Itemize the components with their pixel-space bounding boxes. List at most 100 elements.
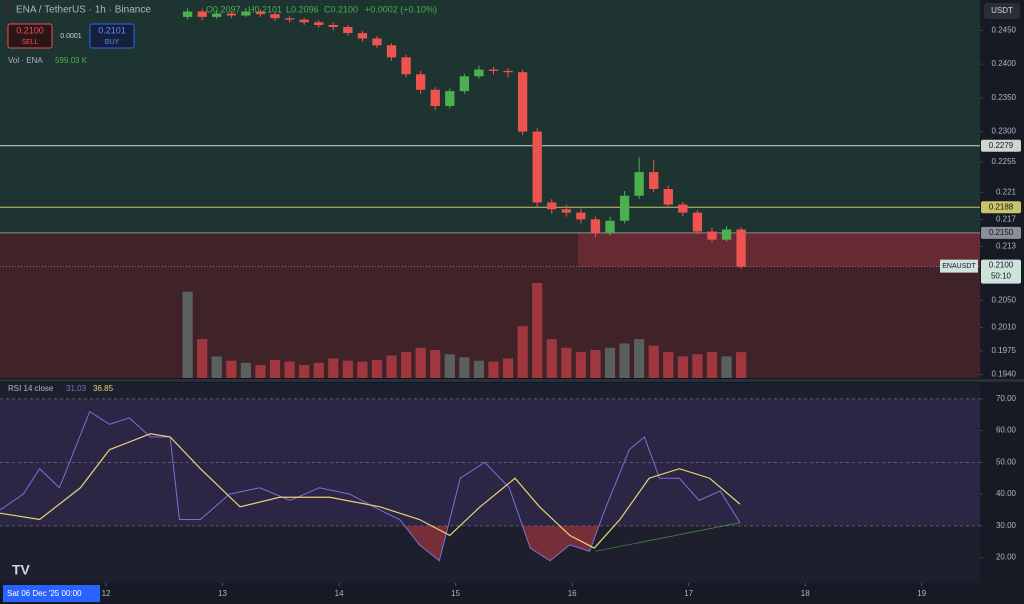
y-tick-label: 50.00 <box>996 457 1017 466</box>
candle-body <box>678 204 688 213</box>
candle-body <box>212 13 222 17</box>
buy-button[interactable] <box>89 23 135 49</box>
y-tick-label: 0.221 <box>996 187 1017 196</box>
volume-bar <box>269 359 281 378</box>
volume-bar <box>692 354 703 378</box>
y-tick-label: 0.1975 <box>992 346 1017 355</box>
x-tick-label: 16 <box>568 589 577 598</box>
candle-body <box>445 91 455 106</box>
candle-body <box>532 131 542 203</box>
candle-body <box>401 57 411 75</box>
volume-value: 599.03 K <box>55 56 88 65</box>
logo: TV <box>12 562 31 578</box>
buy-label: BUY <box>105 39 120 46</box>
candle-body <box>459 76 470 92</box>
candle-body <box>255 11 266 15</box>
candle-body <box>299 19 309 23</box>
sell-price: 0.2100 <box>16 25 44 35</box>
zone-box <box>577 232 980 267</box>
x-tick-label: 14 <box>335 589 344 598</box>
sell-label: SELL <box>21 39 38 46</box>
volume-bar <box>721 356 732 378</box>
level-label: 0.2150 <box>989 228 1014 237</box>
volume-bar <box>604 347 616 378</box>
candle-body <box>721 229 732 240</box>
candle-body <box>197 11 207 17</box>
volume-bar <box>415 347 426 378</box>
volume-bar <box>255 365 266 378</box>
volume-bar <box>182 291 193 378</box>
currency-button[interactable] <box>984 3 1020 19</box>
candle-body <box>503 70 513 73</box>
candle-body <box>488 69 499 71</box>
y-tick-label: 20.00 <box>996 553 1017 562</box>
level-tag <box>981 201 1021 214</box>
candle-body <box>328 24 338 27</box>
volume-bar <box>575 352 586 378</box>
candle-body <box>576 212 586 220</box>
ticker-label: ENAUSDT <box>942 263 976 270</box>
volume-bar <box>430 349 441 378</box>
y-tick-label: 0.2010 <box>992 322 1017 331</box>
ohlc-high: H0.2101 <box>248 4 282 14</box>
volume-bar <box>211 356 222 378</box>
y-tick-label: 0.2450 <box>992 25 1017 34</box>
volume-bar <box>197 339 208 378</box>
x-tick-label: 15 <box>451 589 460 598</box>
cursor-time: Sat 06 Dec '25 00:00 <box>7 589 82 598</box>
candle-body <box>386 45 397 58</box>
candle-body <box>416 74 426 90</box>
candle-body <box>430 89 440 106</box>
volume-bar <box>677 356 688 378</box>
last-price-label: 0.2100 <box>989 261 1014 270</box>
countdown: 50:10 <box>991 272 1012 281</box>
rsi-band <box>0 398 980 526</box>
candle-body <box>590 219 601 233</box>
candle-body <box>182 11 193 17</box>
y-tick-label: 0.2255 <box>992 157 1017 166</box>
volume-bar <box>488 361 499 378</box>
volume-bar <box>663 352 674 378</box>
oversold-fill <box>0 525 740 561</box>
y-tick-label: 0.2050 <box>992 295 1017 304</box>
price-axis <box>980 0 1024 604</box>
level-label: 0.2188 <box>989 202 1014 211</box>
ma-legend-value: 36.85 <box>93 384 114 393</box>
volume-bar <box>284 361 295 378</box>
y-tick-label: 30.00 <box>996 521 1017 530</box>
candle-body <box>547 202 557 210</box>
volume-bar <box>240 362 251 378</box>
candle-body <box>517 72 528 132</box>
candle-body <box>357 33 368 39</box>
volume-bar <box>342 360 353 378</box>
rsi-title: RSI 14 close <box>8 384 54 393</box>
x-tick-label: 17 <box>684 589 693 598</box>
y-tick-label: 0.2400 <box>992 59 1017 68</box>
candle-body <box>561 209 571 213</box>
x-tick-label: 12 <box>102 589 111 598</box>
volume-bar <box>371 359 383 378</box>
volume-bar <box>648 345 659 378</box>
candle-body <box>692 212 703 232</box>
y-tick-label: 0.2350 <box>992 93 1017 102</box>
rsi-line <box>0 410 741 562</box>
sell-button[interactable] <box>7 23 53 49</box>
candle-body <box>663 189 673 205</box>
volume-bar <box>517 326 528 378</box>
x-tick-label: 13 <box>218 589 227 598</box>
volume-bar <box>634 339 645 378</box>
candle-body <box>474 69 484 77</box>
y-tick-label: 0.213 <box>996 241 1017 250</box>
candle-body <box>619 195 630 221</box>
candle-body <box>634 172 644 196</box>
ohlc-low: L0.2096 <box>286 4 319 14</box>
volume-bar <box>401 352 412 378</box>
candle-body <box>707 231 717 240</box>
volume-bar <box>444 354 455 378</box>
candle-body <box>343 27 353 34</box>
time-axis <box>0 583 1024 604</box>
last-price-tag <box>981 259 1021 284</box>
y-tick-label: 0.2300 <box>992 127 1017 136</box>
volume-bar <box>546 339 557 378</box>
spread: 0.0001 <box>60 33 82 40</box>
